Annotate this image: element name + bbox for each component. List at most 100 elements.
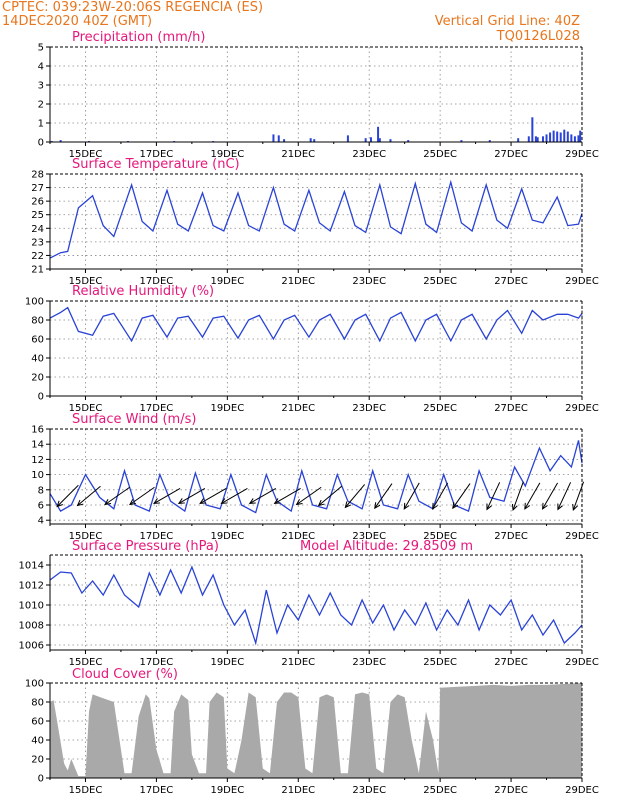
surface-pressure-title: Surface Pressure (hPa) — [72, 539, 219, 554]
wind-arrow-head — [572, 503, 578, 512]
wind-arrow-head — [220, 498, 228, 504]
precipitation-bar — [59, 140, 62, 142]
surface-temperature-ytick-label: 21 — [31, 265, 44, 276]
relative-humidity-xtick-label: 17DEC — [140, 403, 174, 414]
model-altitude-label: Model Altitude: 29.8509 m — [300, 539, 473, 554]
surface-pressure-xtick-label: 19DEC — [210, 657, 244, 668]
wind-arrow — [344, 484, 366, 509]
wind-arrow — [220, 487, 248, 504]
wind-arrow — [295, 486, 322, 506]
precipitation-bar — [407, 140, 410, 142]
surface-pressure-xtick-label: 21DEC — [281, 657, 315, 668]
surface-pressure-ytick-label: 1006 — [19, 641, 44, 652]
wind-arrow-head — [524, 502, 531, 510]
relative-humidity-xtick-label: 23DEC — [352, 403, 386, 414]
cloud-cover-area — [50, 683, 582, 778]
relative-humidity-xtick-label: 19DEC — [210, 403, 244, 414]
surface-wind-ytick-label: 12 — [31, 455, 44, 466]
precipitation-panel: Precipitation (mm/h) 0 1 2 3 4 5 15DEC 17DEC 19DE… — [38, 30, 599, 160]
wind-arrow — [177, 487, 206, 504]
surface-pressure-ytick-label: 1014 — [19, 561, 44, 572]
wind-arrow-head — [177, 498, 185, 504]
wind-arrow — [248, 487, 277, 504]
cloud-cover-title: Cloud Cover (%) — [72, 667, 178, 682]
cloud-cover-ytick-label: 80 — [31, 698, 44, 709]
cloud-cover-ytick-label: 40 — [31, 736, 44, 747]
cloud-cover-xtick-label: 25DEC — [423, 785, 457, 796]
precipitation-bar — [517, 138, 520, 142]
wind-arrow-head — [273, 498, 281, 504]
precipitation-bar — [549, 132, 552, 142]
precipitation-bar — [573, 136, 576, 142]
wind-arrow-shaft — [56, 484, 79, 507]
precipitation-xtick-label: 27DEC — [494, 149, 528, 160]
precipitation-bar — [369, 137, 372, 142]
relative-humidity-xtick-label: 21DEC — [281, 403, 315, 414]
precipitation-xtick-label: 23DEC — [352, 149, 386, 160]
wind-arrow-shaft — [512, 481, 524, 511]
surface-wind-xtick-label: 25DEC — [423, 531, 457, 542]
surface-temperature-ytick-label: 26 — [31, 197, 44, 208]
surface-temperature-ytick-label: 27 — [31, 183, 44, 194]
surface-wind-panel: Surface Wind (m/s) 4 6 8 10 12 14 16 15DEC 17DEC 1… — [31, 412, 599, 542]
cloud-cover-xtick-label: 15DEC — [69, 785, 103, 796]
surface-wind-xtick-label: 15DEC — [69, 531, 103, 542]
wind-arrow — [486, 482, 501, 511]
wind-arrow — [432, 482, 449, 510]
wind-arrow-head — [317, 499, 325, 507]
surface-temperature-xtick-label: 17DEC — [140, 276, 174, 287]
surface-wind-ytick-label: 6 — [38, 501, 44, 512]
run-code-header: TQ0126L028 — [496, 29, 580, 44]
precipitation-bar — [577, 135, 580, 142]
precipitation-bar — [534, 136, 537, 142]
precipitation-xtick-label: 17DEC — [140, 149, 174, 160]
wind-arrow-head — [56, 500, 63, 508]
relative-humidity-ytick-label: 40 — [31, 354, 44, 365]
surface-temperature-xtick-label: 23DEC — [352, 276, 386, 287]
surface-temperature-title: Surface Temperature (nC) — [72, 157, 240, 172]
surface-temperature-xtick-label: 15DEC — [69, 276, 103, 287]
wind-arrow-shaft — [153, 487, 181, 504]
surface-temperature-xtick-label: 29DEC — [565, 276, 599, 287]
precipitation-bar — [377, 126, 380, 142]
wind-arrow — [76, 485, 101, 507]
cloud-cover-xtick-label: 21DEC — [281, 785, 315, 796]
wind-arrow — [317, 485, 342, 507]
surface-temperature-ytick-label: 23 — [31, 237, 44, 248]
surface-temperature-ytick-label: 28 — [31, 170, 44, 181]
surface-wind-xtick-label: 29DEC — [565, 531, 599, 542]
precipitation-bar — [579, 130, 582, 142]
wind-arrow-head — [128, 499, 136, 506]
relative-humidity-panel: Relative Humidity (%) 0 20 40 60 80 100 15DEC 17… — [25, 284, 599, 414]
surface-pressure-xtick-label: 27DEC — [494, 657, 528, 668]
wind-arrow-head — [248, 498, 256, 504]
cloud-cover-xtick-label: 19DEC — [210, 785, 244, 796]
wind-arrow-shaft — [486, 482, 501, 510]
wind-arrow — [374, 483, 393, 510]
surface-temperature-xtick-label: 25DEC — [423, 276, 457, 287]
wind-arrow-shaft — [318, 485, 342, 506]
cloud-cover-xtick-label: 17DEC — [140, 785, 174, 796]
surface-wind-xtick-label: 17DEC — [140, 531, 174, 542]
precipitation-bar — [277, 135, 280, 142]
wind-arrow-shaft — [542, 482, 559, 510]
wind-arrow-shaft — [432, 482, 449, 510]
precipitation-bar — [566, 131, 569, 142]
wind-arrow-head — [374, 502, 381, 510]
relative-humidity-line — [49, 306, 583, 343]
surface-temperature-ytick-label: 25 — [31, 210, 44, 221]
surface-pressure-panel: Surface Pressure (hPa) 1006 1008 1010 1012 10… — [19, 539, 599, 668]
wind-arrow-shaft — [344, 484, 366, 508]
wind-arrow-head — [452, 502, 459, 510]
surface-pressure-ytick-label: 1010 — [19, 601, 44, 612]
surface-wind-xtick-label: 19DEC — [210, 531, 244, 542]
precipitation-ytick-label: 3 — [38, 81, 44, 92]
cloud-cover-ytick-label: 0 — [38, 774, 44, 785]
cloud-cover-ytick-label: 100 — [25, 679, 44, 690]
surface-pressure-ytick-label: 1008 — [19, 621, 44, 632]
surface-wind-ytick-label: 4 — [38, 516, 44, 527]
surface-wind-ytick-label: 8 — [38, 485, 44, 496]
wind-arrow — [153, 487, 181, 504]
wind-arrow-shaft — [274, 487, 301, 504]
precipitation-bar — [460, 140, 463, 142]
